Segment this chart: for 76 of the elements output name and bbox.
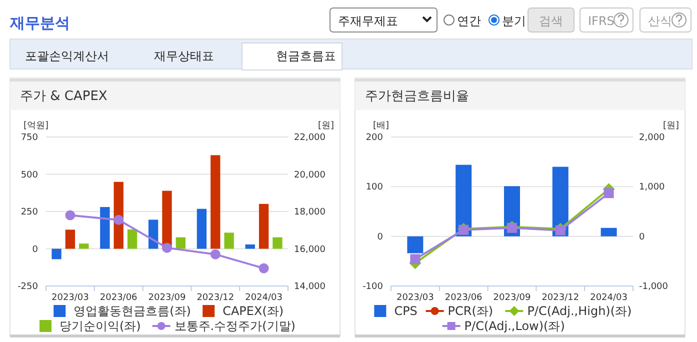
legend-label: 당기순이익(좌) xyxy=(60,319,141,333)
x-tick-label: 2024/03 xyxy=(590,293,628,303)
y2-tick-label: 14,000 xyxy=(294,282,326,292)
text: 검색 xyxy=(539,14,563,28)
point xyxy=(258,263,269,274)
point xyxy=(410,254,420,264)
y-axis-title: [억원] xyxy=(23,121,49,131)
text: 재무분석 xyxy=(9,14,70,32)
y2-tick-label: 1,000 xyxy=(639,182,666,193)
bar xyxy=(407,236,424,254)
x-tick-label: 2023/09 xyxy=(493,293,531,303)
y-tick-label: 0 xyxy=(377,232,384,242)
bar xyxy=(272,237,282,249)
legend-label: CPS xyxy=(394,304,418,318)
x-tick-label: 2023/03 xyxy=(52,293,89,303)
point xyxy=(65,210,76,220)
legend-label: CAPEX(좌) xyxy=(222,304,284,318)
text: 재무상태표 xyxy=(154,49,214,63)
bar xyxy=(600,228,617,236)
y2-axis-title: [원] xyxy=(318,121,334,131)
text: IFRS xyxy=(588,14,614,28)
point xyxy=(162,242,172,253)
bar xyxy=(79,244,89,249)
chart-title: 주가 & CAPEX xyxy=(20,89,108,104)
text: 포괄손익계산서 xyxy=(25,49,109,63)
x-tick-label: 2023/12 xyxy=(542,293,580,303)
y2-tick-label: 18,000 xyxy=(294,208,326,218)
text: 주재무제표 xyxy=(338,14,398,28)
y-tick-label: 100 xyxy=(366,182,384,193)
bar xyxy=(196,208,207,249)
x-tick-label: 2023/06 xyxy=(444,293,483,303)
point xyxy=(210,249,220,260)
legend-label: P/C(Adj.,High)(좌) xyxy=(527,304,632,318)
chart-title: 주가현금흐름비율 xyxy=(365,89,469,104)
y-tick-label: -100 xyxy=(362,282,384,292)
y-tick-label: 750 xyxy=(20,133,38,143)
y-tick-label: 500 xyxy=(20,170,38,180)
text: 연간 xyxy=(457,14,481,28)
y-tick-label: -250 xyxy=(18,282,38,292)
bar xyxy=(65,230,76,249)
x-tick-label: 2024/03 xyxy=(245,293,282,303)
y2-tick-label: 2,000 xyxy=(639,133,666,143)
legend-label: PCR(좌) xyxy=(448,304,494,318)
bar xyxy=(245,244,255,249)
y-tick-label: 0 xyxy=(32,244,38,255)
bar xyxy=(210,155,220,249)
y2-axis-title: [원] xyxy=(662,121,680,131)
legend-label: 영업활동현금흐름(좌) xyxy=(74,304,191,318)
bar xyxy=(224,232,234,249)
y2-tick-label: -1,000 xyxy=(639,282,668,292)
text: 산식 xyxy=(648,14,672,28)
x-tick-label: 2023/09 xyxy=(148,293,186,303)
legend-label: P/C(Adj.,Low)(좌) xyxy=(464,319,565,333)
bar xyxy=(258,204,269,249)
bar xyxy=(176,237,186,249)
text: 현금흐름표 xyxy=(276,49,336,63)
y2-tick-label: 20,000 xyxy=(294,170,326,180)
y-tick-label: 200 xyxy=(366,133,384,143)
bar xyxy=(148,220,158,249)
bar xyxy=(52,248,62,260)
x-tick-label: 2023/06 xyxy=(100,293,138,303)
x-tick-label: 2023/12 xyxy=(196,293,234,303)
y2-tick-label: 16,000 xyxy=(294,244,326,255)
y-axis-title: [배] xyxy=(372,121,390,131)
point xyxy=(604,188,614,198)
point xyxy=(555,225,566,236)
bar xyxy=(162,190,172,249)
point xyxy=(114,214,124,225)
legend-label: 보통주.수정주가(기말) xyxy=(174,319,296,333)
y2-tick-label: 22,000 xyxy=(294,133,326,143)
y2-tick-label: 0 xyxy=(639,232,645,242)
bar xyxy=(100,207,110,249)
x-tick-label: 2023/03 xyxy=(396,293,434,303)
bar xyxy=(127,229,138,249)
text: 분기 xyxy=(502,14,526,28)
y-tick-label: 250 xyxy=(20,208,38,218)
